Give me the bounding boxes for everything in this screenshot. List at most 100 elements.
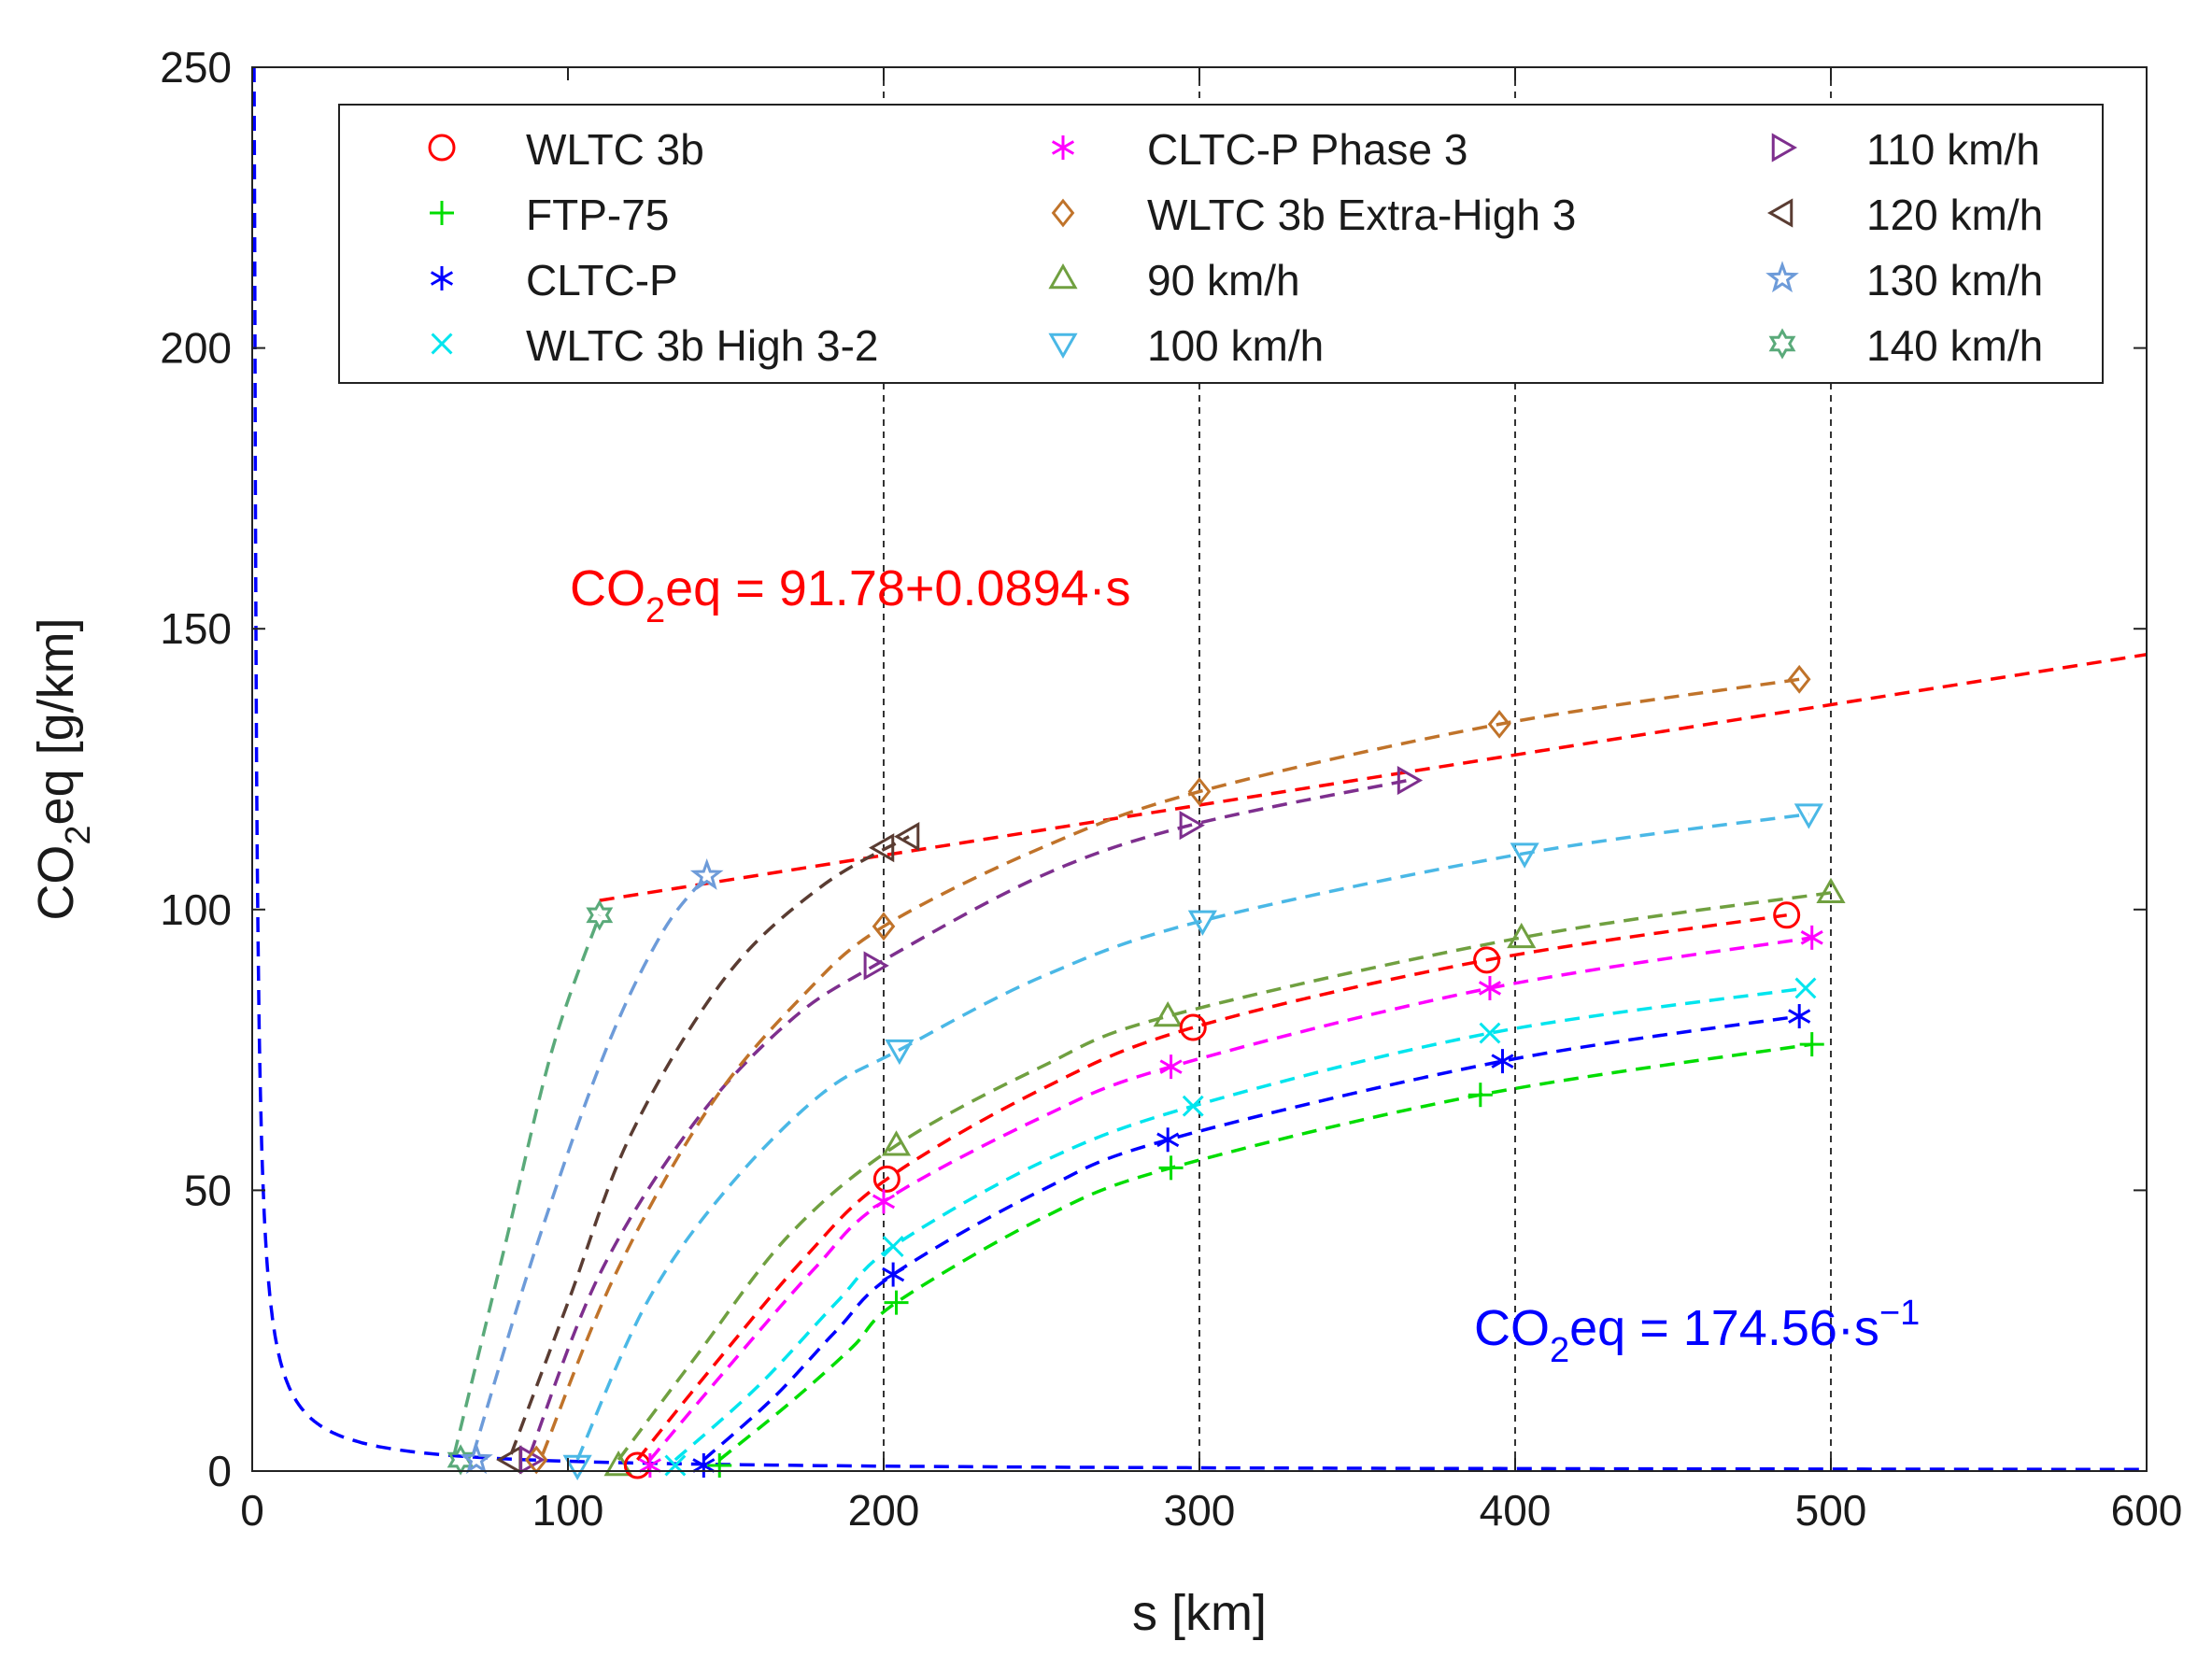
- marker-cltcp-0: [692, 1452, 716, 1478]
- y-axis-label: CO2eq [g/km]: [28, 617, 98, 920]
- marker-cltcp_p3-1: [872, 1189, 896, 1214]
- marker-wltc_xh-2: [1187, 777, 1212, 806]
- legend-marker-ftp75: [430, 201, 454, 225]
- marker-cltcp_p3-2: [1159, 1054, 1183, 1080]
- marker-cltcp_p3-0: [638, 1452, 661, 1478]
- x-tick-label: 100: [532, 1486, 604, 1535]
- marker-v120-2: [894, 822, 920, 852]
- marker-cltcp-1: [882, 1262, 905, 1287]
- legend-label-v130: 130 km/h: [1866, 256, 2043, 304]
- marker-ftp75-0: [707, 1452, 732, 1478]
- y-tick-label: 250: [160, 43, 232, 92]
- marker-wltc3b-3: [1473, 946, 1501, 974]
- series-curve-v120: [509, 835, 910, 1455]
- markers-layer: [447, 664, 1846, 1481]
- marker-cltcp-4: [1788, 1004, 1811, 1029]
- marker-v120-1: [868, 833, 895, 863]
- marker-v90-4: [1816, 877, 1846, 904]
- marker-cltcp_p3-4: [1800, 925, 1823, 950]
- series-curve-wltc_high: [674, 986, 1807, 1462]
- marker-v110-3: [1397, 765, 1424, 796]
- x-tick-label: 400: [1480, 1486, 1552, 1535]
- y-tick-label: 200: [160, 324, 232, 373]
- marker-wltc3b-0: [623, 1451, 651, 1479]
- marker-v130-1: [689, 857, 724, 890]
- legend-marker-v120: [1766, 198, 1794, 228]
- marker-wltc_xh-1: [872, 912, 896, 941]
- fit-line-inverse: [252, 66, 2148, 1472]
- marker-v90-3: [1507, 922, 1537, 949]
- legend-label-wltc_xh: WLTC 3b Extra-High 3: [1147, 191, 1576, 239]
- marker-v90-1: [881, 1130, 912, 1156]
- series-curve-cltcp: [702, 1014, 1800, 1462]
- legend-label-v90: 90 km/h: [1147, 256, 1300, 304]
- x-axis-label: s [km]: [1132, 1585, 1267, 1641]
- series-curve-v90: [617, 891, 1832, 1462]
- fit-equation-linear: CO2eq = 91.78+0.0894·s: [570, 560, 1131, 630]
- marker-wltc_high-2: [1182, 1095, 1204, 1117]
- marker-v100-0: [562, 1454, 592, 1481]
- fit-equation-inverse: CO2eq = 174.56·s−1: [1474, 1294, 1920, 1370]
- y-tick-label: 100: [160, 885, 232, 934]
- legend-label-v100: 100 km/h: [1147, 321, 1324, 370]
- series-curve-v110: [528, 778, 1409, 1455]
- legend-marker-v100: [1048, 333, 1078, 360]
- marker-cltcp-3: [1491, 1049, 1514, 1074]
- marker-v100-3: [1510, 842, 1539, 869]
- legend-marker-v130: [1765, 261, 1799, 293]
- x-tick-label: 0: [240, 1486, 264, 1535]
- series-curve-wltc_xh: [541, 677, 1800, 1455]
- series-curve-v130: [471, 874, 709, 1455]
- legend-label-v140: 140 km/h: [1866, 321, 2043, 370]
- legend-marker-wltc3b: [428, 134, 456, 162]
- legend-label-cltcp_p3: CLTC-P Phase 3: [1147, 125, 1468, 174]
- marker-cltcp_p3-3: [1478, 975, 1502, 1000]
- legend-marker-wltc_xh: [1051, 198, 1075, 228]
- marker-v140-0: [447, 1444, 475, 1476]
- annotations-layer: CO2eq = 91.78+0.0894·s CO2eq = 174.56·s−1: [570, 560, 1920, 1370]
- marker-v110-1: [863, 951, 889, 981]
- y-tick-label: 150: [160, 604, 232, 653]
- series-curve-wltc3b: [636, 913, 1787, 1462]
- marker-wltc_high-1: [882, 1236, 904, 1257]
- legend-label-ftp75: FTP-75: [526, 191, 669, 239]
- legend-marker-v90: [1048, 262, 1078, 290]
- legend-marker-cltcp: [430, 266, 454, 290]
- marker-v100-2: [1187, 910, 1217, 936]
- fit-line-linear: [599, 653, 2148, 902]
- marker-ftp75-2: [1158, 1155, 1184, 1181]
- legend-marker-wltc_high: [431, 333, 453, 355]
- marker-cltcp-2: [1156, 1127, 1180, 1153]
- marker-wltc_high-3: [1479, 1022, 1501, 1044]
- marker-ftp75-4: [1799, 1032, 1824, 1057]
- marker-v140-1: [586, 899, 614, 931]
- y-tick-label: 0: [207, 1447, 232, 1495]
- marker-v110-2: [1179, 811, 1205, 841]
- legend-label-cltcp: CLTC-P: [526, 256, 678, 304]
- x-tick-label: 600: [2111, 1486, 2183, 1535]
- series-curve-v140: [452, 914, 602, 1455]
- marker-wltc3b-4: [1773, 901, 1801, 929]
- legend-label-v110: 110 km/h: [1866, 125, 2040, 174]
- x-tick-label: 200: [848, 1486, 920, 1535]
- x-tick-label: 300: [1164, 1486, 1236, 1535]
- marker-v130-0: [460, 1442, 493, 1475]
- legend-box: [338, 104, 2104, 384]
- y-tick-label: 50: [184, 1166, 232, 1214]
- marker-ftp75-1: [884, 1290, 909, 1315]
- legend-label-wltc3b: WLTC 3b: [526, 125, 704, 174]
- series-curve-v100: [575, 812, 1809, 1461]
- marker-wltc3b-1: [872, 1165, 900, 1193]
- legend-label-v120: 120 km/h: [1866, 191, 2043, 239]
- legend-marker-v140: [1768, 328, 1796, 360]
- marker-wltc3b-2: [1179, 1013, 1207, 1041]
- marker-v100-4: [1794, 803, 1823, 829]
- marker-v90-2: [1153, 1001, 1183, 1027]
- axes-layer: 0 100 200 300 400 500 600 0 50 100 150 200 250 s [km]…: [28, 43, 2182, 1641]
- x-tick-label: 500: [1795, 1486, 1867, 1535]
- legend-marker-cltcp_p3: [1051, 135, 1075, 160]
- legend-marker-v110: [1771, 133, 1798, 163]
- marker-wltc_high-4: [1794, 977, 1817, 999]
- marker-v100-1: [885, 1039, 915, 1066]
